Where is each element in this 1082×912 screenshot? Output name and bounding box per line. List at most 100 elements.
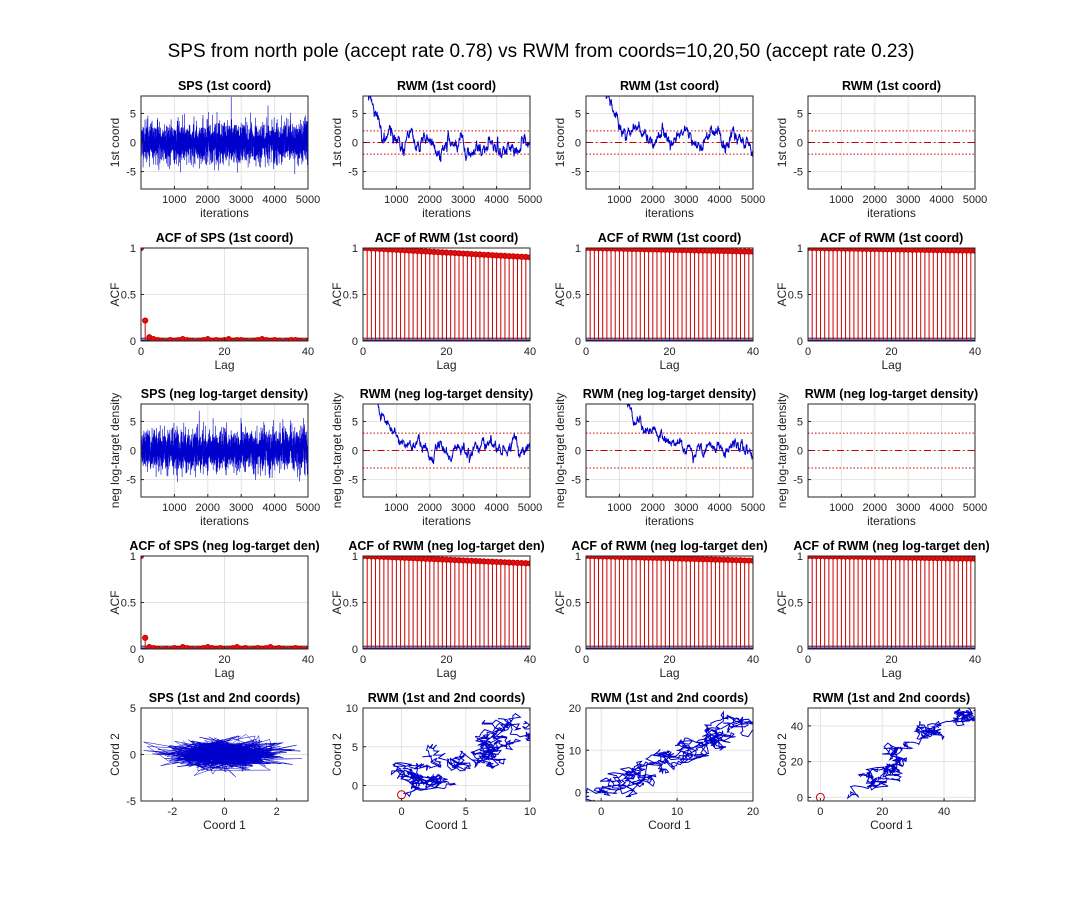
y-tick-label: -5 [126, 796, 136, 808]
y-tick-label: 5 [797, 416, 803, 428]
x-tick-label: 3000 [896, 502, 920, 514]
y-tick-label: 1 [797, 243, 803, 255]
y-tick-label: 0.5 [121, 598, 136, 610]
x-tick-label: 3000 [451, 502, 475, 514]
y-axis-label: neg log-target density [108, 393, 122, 508]
axes-frame [362, 707, 531, 802]
x-tick-label: 5000 [296, 194, 320, 206]
x-axis-label: iterations [645, 206, 694, 220]
y-tick-label: 0 [575, 138, 581, 150]
y-tick-label: 5 [352, 742, 358, 754]
x-tick-label: 3000 [451, 194, 475, 206]
y-tick-label: -5 [571, 475, 581, 487]
x-axis-label: iterations [200, 514, 249, 528]
y-tick-label: 0.5 [343, 290, 358, 302]
series-group [808, 432, 975, 469]
y-tick-label: 1 [575, 243, 581, 255]
trace-series-line [605, 96, 753, 157]
y-axis-label: 1st coord [108, 118, 122, 167]
series-group [363, 556, 530, 649]
x-tick-label: 0 [583, 654, 589, 666]
x-tick-label: 5000 [741, 502, 765, 514]
plot-area [363, 708, 530, 801]
x-tick-label: 4000 [262, 194, 286, 206]
x-tick-label: 4000 [929, 194, 953, 206]
y-tick-label: 1 [352, 243, 358, 255]
acf-marker [971, 556, 975, 562]
y-axis-label: ACF [775, 591, 789, 615]
y-tick-label: 5 [352, 416, 358, 428]
acf-marker [142, 634, 149, 641]
y-tick-label: 1 [575, 551, 581, 563]
x-axis-label: Lag [659, 358, 679, 372]
y-axis-label: Coord 2 [553, 733, 567, 776]
x-tick-label: 10 [524, 806, 536, 818]
chart-scatter-rwm50: 0 20 40 0 20 40 RWM (1st and 2nd coords) Coord … [775, 691, 976, 832]
x-tick-label: 3000 [674, 502, 698, 514]
subplot-title: RWM (1st coord) [397, 79, 496, 93]
y-tick-label: 10 [346, 703, 358, 715]
x-tick-label: 1000 [384, 194, 408, 206]
y-tick-label: 0 [352, 781, 358, 793]
chart-acf-sps-1st: 0 20 40 0 0.5 1 ACF of SPS (1st coord) Lag ACF [108, 231, 314, 372]
trace-series-line [141, 410, 308, 483]
chart-trace-rwm20-dens: 1000 2000 3000 4000 5000 -5 0 5 RWM (neg log-tar… [553, 387, 765, 528]
y-axis-label: neg log-target density [775, 393, 789, 508]
acf-marker [141, 248, 145, 252]
x-tick-label: 4000 [929, 502, 953, 514]
subplot-title: ACF of RWM (1st coord) [375, 231, 519, 245]
x-tick-label: 0 [817, 806, 823, 818]
x-tick-label: 5000 [518, 194, 542, 206]
y-tick-label: 0 [797, 138, 803, 150]
y-tick-label: 0 [130, 446, 136, 458]
x-axis-label: Lag [436, 358, 456, 372]
x-tick-label: 20 [747, 806, 759, 818]
x-axis-label: Lag [659, 666, 679, 680]
acf-marker [162, 645, 170, 649]
x-tick-label: 5000 [741, 194, 765, 206]
x-axis-label: iterations [645, 514, 694, 528]
y-tick-label: 0 [352, 336, 358, 348]
x-tick-label: 0 [583, 346, 589, 358]
x-tick-label: -2 [167, 806, 177, 818]
y-tick-label: -5 [793, 475, 803, 487]
x-tick-label: 0 [221, 806, 227, 818]
x-axis-label: Coord 1 [870, 818, 913, 832]
figure-title: SPS from north pole (accept rate 0.78) v… [168, 41, 915, 62]
x-tick-label: 4000 [262, 502, 286, 514]
series-group [815, 708, 975, 801]
subplot-title: RWM (1st and 2nd coords) [368, 691, 525, 705]
y-tick-label: 0 [130, 644, 136, 656]
subplot-title: ACF of RWM (1st coord) [820, 231, 964, 245]
y-tick-label: 5 [797, 108, 803, 120]
x-tick-label: 40 [747, 654, 759, 666]
chart-scatter-rwm10: 0 5 10 0 5 10 RWM (1st and 2nd coords) Coord 1 C… [330, 691, 536, 832]
series-group [586, 404, 753, 469]
x-tick-label: 0 [138, 346, 144, 358]
y-tick-label: 20 [791, 757, 803, 769]
y-tick-label: 0.5 [566, 598, 581, 610]
acf-marker [296, 645, 303, 649]
y-tick-label: 0 [352, 138, 358, 150]
x-tick-label: 40 [302, 654, 314, 666]
x-tick-label: 4000 [707, 194, 731, 206]
axes-frame [807, 707, 976, 802]
subplot-title: ACF of SPS (1st coord) [156, 231, 294, 245]
x-tick-label: 2000 [196, 194, 220, 206]
y-tick-label: -5 [126, 167, 136, 179]
y-axis-label: ACF [330, 283, 344, 307]
chart-trace-sps-dens: 1000 2000 3000 4000 5000 -5 0 5 SPS (neg log-tar… [108, 387, 320, 528]
x-tick-label: 40 [747, 346, 759, 358]
x-tick-label: 1000 [829, 502, 853, 514]
y-tick-label: -5 [126, 475, 136, 487]
x-axis-label: Lag [881, 666, 901, 680]
trace-series-line [626, 404, 753, 464]
x-tick-label: 0 [138, 654, 144, 666]
y-axis-label: 1st coord [553, 118, 567, 167]
x-tick-label: 40 [302, 346, 314, 358]
x-tick-label: 4000 [484, 502, 508, 514]
x-tick-label: 10 [671, 806, 683, 818]
acf-marker [188, 645, 195, 649]
